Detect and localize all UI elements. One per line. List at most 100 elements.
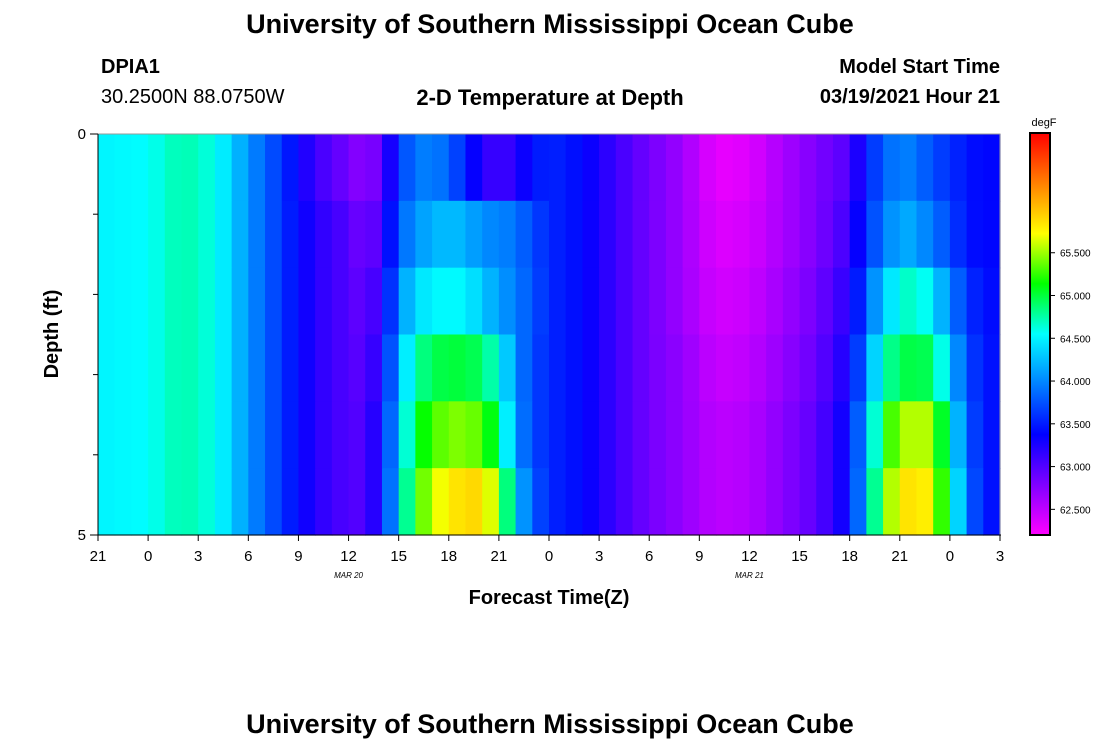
heatmap-cell <box>482 200 500 269</box>
date-label: MAR 20 <box>334 571 363 580</box>
heatmap-cell <box>832 200 851 269</box>
heatmap-cell <box>699 468 717 536</box>
colorbar-unit: degF <box>1031 117 1056 129</box>
heatmap-cell <box>498 334 517 402</box>
x-tick-label: 6 <box>244 548 252 565</box>
heatmap-cell <box>281 267 300 336</box>
heatmap-cell <box>198 401 216 469</box>
heatmap-cell <box>98 401 116 469</box>
heatmap-cell <box>265 468 283 536</box>
heatmap-cell <box>231 334 249 402</box>
heatmap-cell <box>482 468 500 536</box>
heatmap-cell <box>582 134 600 202</box>
heatmap-cell <box>231 134 249 202</box>
y-axis-label: Depth (ft) <box>41 290 63 379</box>
heatmap-cell <box>749 200 767 269</box>
heatmap-cell <box>448 200 467 269</box>
heatmap-cell <box>398 200 416 269</box>
heatmap-cell <box>632 401 650 469</box>
x-tick-label: 15 <box>791 548 808 565</box>
heatmap-cell <box>331 468 350 536</box>
heatmap-cell <box>131 267 149 336</box>
heatmap-cell <box>498 134 517 202</box>
heatmap-cell <box>265 401 283 469</box>
heatmap-cell <box>883 134 901 202</box>
heatmap-cell <box>448 267 467 336</box>
heatmap-cell <box>365 200 383 269</box>
heatmap-cell <box>949 468 968 536</box>
heatmap-cell <box>482 401 500 469</box>
heatmap-cell <box>849 468 867 536</box>
heatmap-cell <box>381 134 400 202</box>
heatmap-cell <box>565 334 583 402</box>
heatmap-cell <box>832 401 851 469</box>
x-tick-label: 21 <box>891 548 908 565</box>
heatmap-cell <box>432 334 450 402</box>
heatmap-cell <box>665 134 684 202</box>
heatmap-cell <box>665 267 684 336</box>
heatmap-cell <box>381 334 400 402</box>
heatmap-cell <box>248 200 266 269</box>
heatmap-cell <box>131 468 149 536</box>
heatmap-cell <box>949 200 968 269</box>
model-start-value: 03/19/2021 Hour 21 <box>819 86 1000 108</box>
heatmap-cell <box>214 401 233 469</box>
heatmap-cell <box>348 401 366 469</box>
heatmap-cell <box>131 134 149 202</box>
heatmap-cell <box>381 200 400 269</box>
heatmap-cell <box>432 200 450 269</box>
heatmap-cell <box>348 267 366 336</box>
heatmap-cell <box>799 267 817 336</box>
heatmap-cell <box>214 334 233 402</box>
heatmap-cell <box>849 134 867 202</box>
heatmap-cell <box>365 334 383 402</box>
heatmap-cell <box>248 334 266 402</box>
heatmap-cell <box>465 267 483 336</box>
x-tick-label: 3 <box>996 548 1004 565</box>
heatmap-cell <box>549 134 567 202</box>
heatmap-cell <box>665 468 684 536</box>
heatmap-cell <box>632 200 650 269</box>
heatmap-cell <box>164 267 183 336</box>
heatmap-cell <box>849 267 867 336</box>
heatmap-cell <box>682 334 700 402</box>
heatmap-cell <box>966 401 984 469</box>
heatmap-cell <box>331 267 350 336</box>
heatmap-cell <box>766 401 784 469</box>
heatmap-cell <box>916 334 934 402</box>
heatmap-cell <box>148 134 166 202</box>
heatmap-cell <box>465 334 483 402</box>
heatmap-cell <box>832 267 851 336</box>
heatmap-cell <box>866 267 884 336</box>
heatmap-cell <box>699 401 717 469</box>
heatmap-cell <box>198 267 216 336</box>
heatmap-cell <box>732 334 751 402</box>
heatmap-cell <box>248 134 266 202</box>
heatmap-cell <box>682 200 700 269</box>
footer-title: University of Southern Mississippi Ocean… <box>246 709 854 739</box>
heatmap-cell <box>465 134 483 202</box>
heatmap-cell <box>949 334 968 402</box>
heatmap-cell <box>866 468 884 536</box>
heatmap-cell <box>816 468 834 536</box>
heatmap-cell <box>749 468 767 536</box>
heatmap-cell <box>482 134 500 202</box>
heatmap-cell <box>298 134 316 202</box>
heatmap-cell <box>482 267 500 336</box>
heatmap-cell <box>732 200 751 269</box>
heatmap-cell <box>398 334 416 402</box>
heatmap-cell <box>649 468 667 536</box>
y-tick-label: 5 <box>78 527 86 544</box>
heatmap-cell <box>148 468 166 536</box>
heatmap-cell <box>849 334 867 402</box>
heatmap-cell <box>582 200 600 269</box>
colorbar <box>1029 132 1051 536</box>
heatmap-cell <box>549 401 567 469</box>
heatmap-cell <box>164 401 183 469</box>
heatmap-cell <box>465 401 483 469</box>
heatmap-cell <box>148 401 166 469</box>
heatmap-cell <box>164 200 183 269</box>
heatmap-cell <box>983 468 1001 536</box>
heatmap-cell <box>381 401 400 469</box>
heatmap-cell <box>615 334 634 402</box>
